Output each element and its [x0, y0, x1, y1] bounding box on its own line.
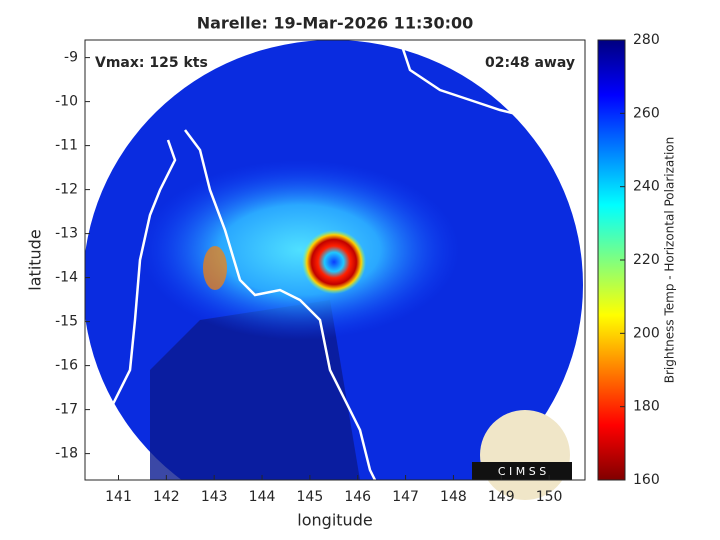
x-tick-label: 147 — [392, 489, 419, 505]
y-tick-label: -16 — [55, 358, 78, 374]
x-tick-label: 148 — [440, 489, 467, 505]
y-tick-label: -10 — [55, 94, 78, 110]
y-tick-label: -12 — [55, 182, 78, 198]
x-tick-label: 141 — [105, 489, 132, 505]
colorbar-tick-label: 220 — [633, 252, 660, 268]
x-tick-label: 149 — [488, 489, 515, 505]
y-axis-label: latitude — [26, 229, 45, 290]
colorbar-tick-label: 260 — [633, 105, 660, 121]
x-tick-label: 150 — [536, 489, 563, 505]
y-tick-label: -11 — [55, 138, 78, 154]
x-axis-label: longitude — [297, 511, 372, 530]
annotation: 02:48 away — [485, 55, 575, 71]
colorbar-tick-label: 160 — [633, 472, 660, 488]
colorbar-tick-label: 240 — [633, 179, 660, 195]
y-tick-label: -13 — [55, 226, 78, 242]
cimss-logo: C I M S S — [472, 410, 572, 500]
chart-title: Narelle: 19-Mar-2026 11:30:00 — [197, 14, 474, 33]
x-tick-label: 145 — [297, 489, 324, 505]
plot-frame — [84, 39, 586, 481]
x-tick-label: 146 — [344, 489, 371, 505]
x-tick-label: 143 — [201, 489, 228, 505]
y-tick-label: -14 — [55, 270, 78, 286]
imagery — [85, 40, 585, 480]
logo-text: C I M S S — [498, 465, 546, 478]
y-tick-label: -18 — [55, 446, 78, 462]
colorbar-tick-label: 280 — [633, 32, 660, 48]
y-tick-label: -9 — [64, 50, 78, 66]
annotation: Vmax: 125 kts — [95, 55, 208, 71]
colorbar-label: Brightness Temp - Horizontal Polarizatio… — [663, 137, 677, 384]
y-tick-label: -17 — [55, 402, 78, 418]
colorbar-tick-label: 180 — [633, 399, 660, 415]
y-tick-label: -15 — [55, 314, 78, 330]
x-tick-label: 142 — [153, 489, 180, 505]
x-tick-label: 144 — [249, 489, 276, 505]
colorbar-tick-label: 200 — [633, 325, 660, 341]
